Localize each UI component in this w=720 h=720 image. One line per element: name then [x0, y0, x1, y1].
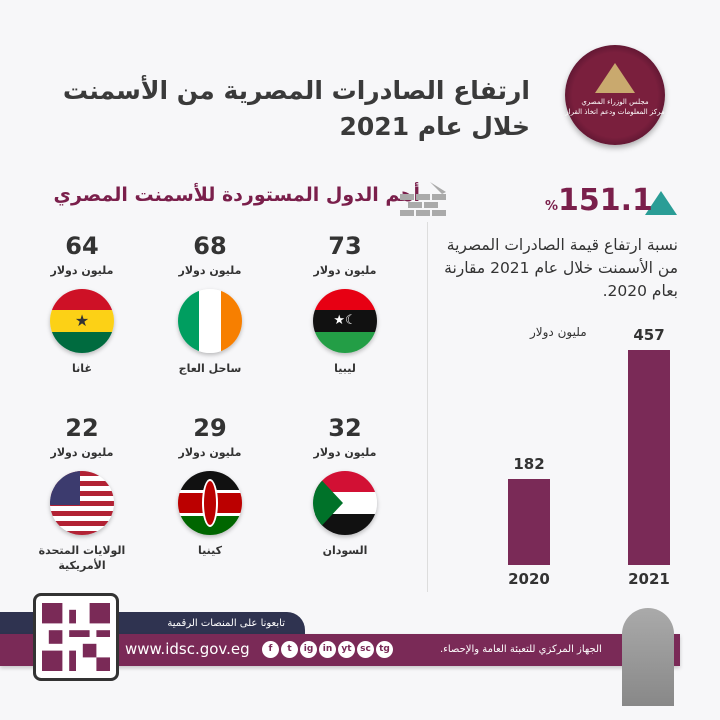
title-line-2: خلال عام 2021: [339, 112, 530, 141]
export-value: 32: [328, 414, 362, 442]
growth-value: 151.1: [558, 183, 653, 218]
growth-percent: %151.1: [545, 183, 653, 218]
country-libya: 73 مليون دولار ☾★ ليبيا: [285, 232, 405, 376]
bar-2020: [508, 479, 550, 565]
bar-2021: [628, 350, 670, 565]
pyramid-icon: [595, 63, 635, 93]
percent-sign: %: [545, 199, 559, 214]
divider: [427, 222, 428, 592]
bar-category-label: 2020: [508, 570, 550, 588]
country-kenya: 29 مليون دولار كينيا: [150, 414, 270, 558]
value-unit: مليون دولار: [178, 264, 242, 277]
export-value: 73: [328, 232, 362, 260]
country-name: ساحل العاج: [178, 362, 242, 375]
country-name: السودان: [322, 544, 368, 557]
country-ivory-coast: 68 مليون دولار ساحل العاج: [150, 232, 270, 376]
export-value: 68: [193, 232, 227, 260]
country-name: غانا: [72, 362, 92, 375]
qr-code: [33, 593, 119, 681]
bar-category-label: 2021: [628, 570, 670, 588]
flag-ghana-icon: ★: [50, 289, 114, 353]
export-value: 29: [193, 414, 227, 442]
cabinet-logo: مجلس الوزراء المصري مركز المعلومات ودعم ا…: [565, 45, 665, 145]
capmas-emblem: [622, 608, 674, 706]
bar-value-label: 182: [513, 455, 545, 474]
social-ig-icon[interactable]: ig: [300, 641, 317, 658]
growth-description: نسبة ارتفاع قيمة الصادرات المصرية من الأ…: [444, 236, 678, 300]
export-value: 22: [65, 414, 99, 442]
flag-ivory-coast-icon: [178, 289, 242, 353]
country-ghana: 64 مليون دولار ★ غانا: [22, 232, 142, 376]
flag-usa-icon: [50, 471, 114, 535]
social-in-icon[interactable]: in: [319, 641, 336, 658]
up-triangle-icon: [645, 191, 677, 215]
social-f-icon[interactable]: f: [262, 641, 279, 658]
chart-unit: مليون دولار: [530, 325, 587, 339]
value-unit: مليون دولار: [50, 264, 114, 277]
value-unit: مليون دولار: [313, 446, 377, 459]
social-t-icon[interactable]: t: [281, 641, 298, 658]
flag-kenya-icon: [178, 471, 242, 535]
value-unit: مليون دولار: [50, 446, 114, 459]
flag-sudan-icon: [313, 471, 377, 535]
country-name: الولايات المتحدة الأمريكية: [38, 544, 126, 572]
flag-libya-icon: ☾★: [313, 289, 377, 353]
logo-text-2: مركز المعلومات ودعم اتخاذ القرار: [565, 108, 665, 116]
logo-text-1: مجلس الوزراء المصري: [581, 98, 649, 106]
social-sc-icon[interactable]: sc: [357, 641, 374, 658]
social-yt-icon[interactable]: yt: [338, 641, 355, 658]
org-name: الجهاز المركزي للتعبئة العامة والإحصاء.: [440, 644, 602, 655]
value-unit: مليون دولار: [313, 264, 377, 277]
bar-value-label: 457: [633, 326, 665, 344]
brick-wall-icon: [400, 182, 446, 216]
website-link[interactable]: www.idsc.gov.eg: [125, 640, 250, 658]
country-name: كينيا: [198, 544, 222, 557]
country-sudan: 32 مليون دولار السودان: [285, 414, 405, 558]
social-tg-icon[interactable]: tg: [376, 641, 393, 658]
country-usa: 22 مليون دولار الولايات المتحدة الأمريكي…: [22, 414, 142, 573]
importers-title: أهم الدول المستوردة للأسمنت المصري: [53, 184, 420, 206]
export-value: 64: [65, 232, 99, 260]
value-unit: مليون دولار: [178, 446, 242, 459]
title-line-1: ارتفاع الصادرات المصرية من الأسمنت: [62, 76, 530, 105]
country-name: ليبيا: [334, 362, 356, 375]
